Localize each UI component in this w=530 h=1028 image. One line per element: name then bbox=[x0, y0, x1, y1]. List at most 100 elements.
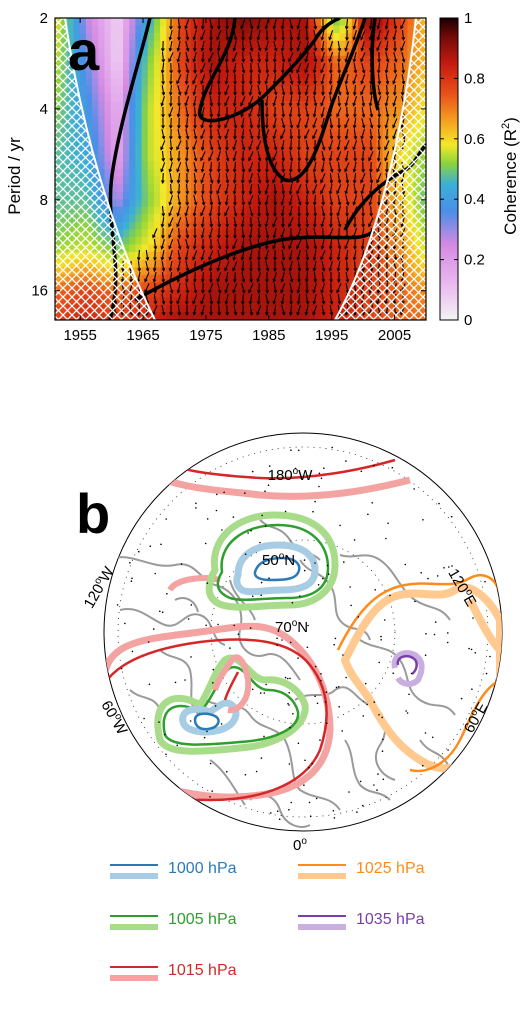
heatmap-cell bbox=[147, 236, 155, 246]
phase-arrow-head bbox=[185, 58, 190, 63]
heatmap-cell bbox=[302, 252, 310, 261]
map-dot bbox=[166, 592, 168, 595]
phase-arrow-head bbox=[288, 147, 293, 152]
heatmap-cell bbox=[191, 63, 198, 72]
heatmap-cell bbox=[228, 252, 235, 261]
phase-arrow bbox=[281, 41, 285, 51]
phase-arrow-head bbox=[337, 70, 342, 75]
heatmap-cell bbox=[184, 282, 192, 291]
heatmap-cell bbox=[240, 63, 248, 72]
map-dot bbox=[174, 681, 177, 684]
heatmap-cell bbox=[357, 252, 365, 261]
phase-arrow-head bbox=[264, 158, 269, 163]
heatmap-cell bbox=[246, 85, 254, 95]
phase-arrow-head bbox=[160, 245, 165, 250]
heatmap-cell bbox=[320, 191, 328, 200]
phase-arrow-head bbox=[200, 80, 204, 85]
heatmap-cell bbox=[141, 161, 149, 170]
phase-arrow-head bbox=[360, 47, 365, 52]
phase-arrow-head bbox=[336, 113, 340, 118]
heatmap-cell bbox=[153, 236, 161, 246]
heatmap-cell bbox=[197, 48, 204, 57]
heatmap-cell bbox=[228, 259, 235, 268]
heatmap-cell bbox=[308, 214, 316, 223]
heatmap-cell bbox=[221, 259, 229, 268]
phase-arrow-head bbox=[304, 58, 309, 63]
heatmap-cell bbox=[265, 169, 273, 178]
heatmap-cell bbox=[308, 138, 316, 147]
heatmap-cell bbox=[376, 176, 384, 185]
heatmap-cell bbox=[339, 116, 347, 125]
phase-arrow-head bbox=[232, 180, 237, 185]
phase-arrow-head bbox=[280, 289, 284, 294]
phase-arrow-head bbox=[328, 47, 333, 52]
heatmap-cell bbox=[314, 206, 322, 215]
heatmap-cell bbox=[265, 304, 273, 314]
phase-arrow-head bbox=[248, 113, 252, 118]
heatmap-cell bbox=[388, 108, 396, 117]
heatmap-cell bbox=[92, 48, 99, 57]
phase-arrow-head bbox=[257, 81, 261, 86]
heatmap-cell bbox=[296, 312, 303, 320]
phase-arrow-head bbox=[288, 223, 292, 228]
heatmap-cell bbox=[228, 70, 235, 79]
phase-arrow bbox=[369, 96, 373, 106]
phase-arrow-head bbox=[160, 146, 164, 151]
heatmap-cell bbox=[376, 101, 384, 110]
phase-arrow-head bbox=[376, 36, 381, 41]
heatmap-cell bbox=[240, 123, 248, 132]
phase-arrow-head bbox=[249, 124, 254, 129]
heatmap-cell bbox=[364, 214, 371, 223]
heatmap-cell bbox=[153, 244, 161, 253]
heatmap-cell bbox=[283, 297, 291, 306]
heatmap-cell bbox=[172, 221, 180, 230]
phase-arrow bbox=[266, 62, 268, 74]
heatmap-cell bbox=[98, 153, 106, 163]
heatmap-cell bbox=[147, 191, 155, 200]
phase-arrow bbox=[352, 140, 358, 150]
heatmap-cell bbox=[277, 48, 285, 57]
phase-arrow bbox=[394, 62, 396, 74]
heatmap-cell bbox=[178, 206, 186, 215]
x-tick-label: 1995 bbox=[315, 327, 348, 344]
phase-arrow-head bbox=[312, 113, 317, 118]
phase-arrow-head bbox=[280, 135, 284, 140]
heatmap-cell bbox=[153, 63, 161, 72]
heatmap-cell bbox=[203, 252, 211, 261]
phase-arrow-head bbox=[248, 146, 252, 151]
phase-arrow-head bbox=[313, 81, 317, 86]
heatmap-cell bbox=[228, 116, 235, 125]
heatmap-cell bbox=[395, 63, 402, 72]
heatmap-cell bbox=[160, 289, 167, 298]
heatmap-cell bbox=[277, 146, 285, 155]
phase-arrow bbox=[273, 139, 277, 151]
heatmap-cell bbox=[252, 252, 260, 261]
phase-arrow-head bbox=[224, 267, 228, 272]
phase-arrow bbox=[361, 139, 365, 151]
phase-arrow-head bbox=[361, 124, 366, 129]
map-dot bbox=[259, 541, 261, 544]
heatmap-cell bbox=[92, 25, 99, 34]
phase-arrow bbox=[201, 194, 205, 206]
heatmap-cell bbox=[296, 161, 303, 170]
phase-arrow-head bbox=[305, 290, 309, 295]
phase-arrow-head bbox=[233, 212, 238, 217]
map-dot bbox=[130, 580, 133, 582]
phase-arrow bbox=[185, 206, 189, 216]
phase-arrow bbox=[242, 172, 244, 184]
phase-arrow-head bbox=[288, 191, 293, 196]
heatmap-cell bbox=[327, 48, 334, 57]
heatmap-cell bbox=[178, 116, 186, 125]
heatmap-cell bbox=[98, 25, 106, 34]
heatmap-cell bbox=[153, 78, 161, 87]
heatmap-cell bbox=[351, 146, 359, 155]
phase-arrow-head bbox=[161, 114, 165, 119]
heatmap-cell bbox=[184, 236, 192, 246]
heatmap-cell bbox=[252, 184, 260, 193]
phase-arrow-head bbox=[185, 168, 190, 173]
heatmap-cell bbox=[79, 48, 87, 57]
phase-arrow-head bbox=[305, 113, 310, 118]
phase-arrow bbox=[345, 52, 349, 62]
lat-label-50n: 50oN bbox=[262, 551, 295, 569]
heatmap-cell bbox=[153, 146, 161, 155]
